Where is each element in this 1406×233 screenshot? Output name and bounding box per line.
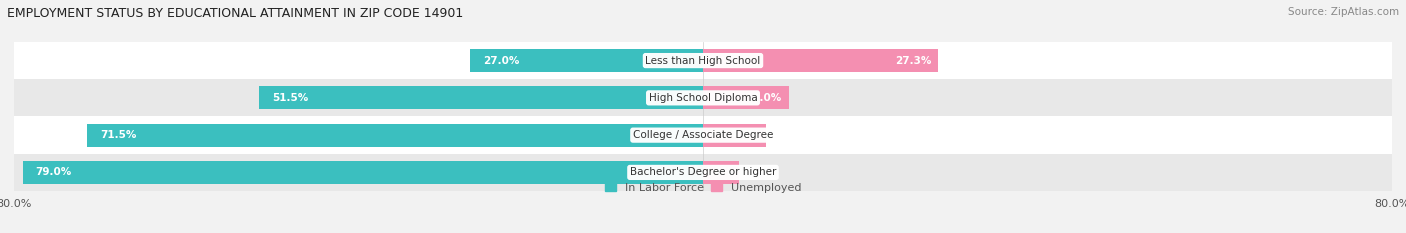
Bar [260,86,703,110]
Legend: In Labor Force, Unemployed: In Labor Force, Unemployed [600,178,806,197]
Text: 27.0%: 27.0% [484,56,520,65]
Text: 27.3%: 27.3% [894,56,931,65]
Bar [471,49,703,72]
Bar [87,123,703,147]
Text: 10.0%: 10.0% [747,93,782,103]
Text: 7.3%: 7.3% [730,130,759,140]
Bar [703,161,740,184]
Bar [703,123,766,147]
Text: 71.5%: 71.5% [100,130,136,140]
Text: College / Associate Degree: College / Associate Degree [633,130,773,140]
Text: 51.5%: 51.5% [273,93,309,103]
Bar [14,42,1392,79]
Bar [14,154,1392,191]
Text: 79.0%: 79.0% [35,168,72,177]
Bar [14,79,1392,116]
Text: EMPLOYMENT STATUS BY EDUCATIONAL ATTAINMENT IN ZIP CODE 14901: EMPLOYMENT STATUS BY EDUCATIONAL ATTAINM… [7,7,464,20]
Bar [22,161,703,184]
Bar [703,49,938,72]
Bar [14,116,1392,154]
Text: 4.2%: 4.2% [703,168,733,177]
Text: Less than High School: Less than High School [645,56,761,65]
Text: Bachelor's Degree or higher: Bachelor's Degree or higher [630,168,776,177]
Bar [703,86,789,110]
Text: High School Diploma: High School Diploma [648,93,758,103]
Text: Source: ZipAtlas.com: Source: ZipAtlas.com [1288,7,1399,17]
